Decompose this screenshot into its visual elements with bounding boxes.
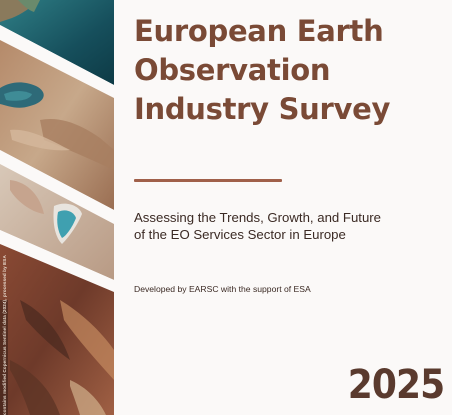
title-line: Industry Survey [134, 92, 391, 126]
page-title: European Earth Observation Industry Surv… [134, 12, 444, 129]
title-line: European Earth [134, 14, 384, 48]
title-divider [134, 179, 282, 182]
developed-by-note: Developed by EARSC with the support of E… [134, 284, 311, 294]
report-year: 2025 [347, 362, 444, 408]
title-line: Observation [134, 53, 331, 87]
image-credit: contains modified Copernicus Sentinel da… [2, 255, 7, 415]
satellite-imagery-panel: contains modified Copernicus Sentinel da… [0, 0, 114, 415]
subtitle-line: of the EO Services Sector in Europe [134, 227, 346, 242]
subtitle-line: Assessing the Trends, Growth, and Future [134, 210, 382, 225]
subtitle: Assessing the Trends, Growth, and Future… [134, 209, 450, 243]
